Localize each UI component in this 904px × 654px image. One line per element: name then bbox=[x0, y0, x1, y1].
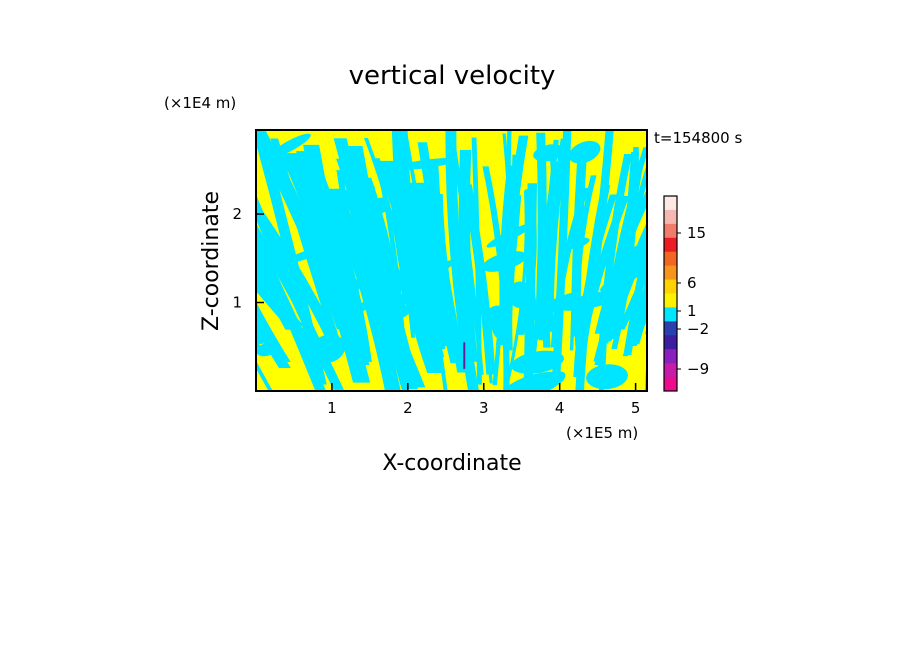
x-unit-label: (×1E5 m) bbox=[566, 424, 638, 442]
negative-velocity-blob bbox=[600, 266, 646, 292]
negative-velocity-blob bbox=[481, 251, 527, 272]
colorbar-swatch bbox=[664, 196, 677, 211]
negative-velocity-blob bbox=[285, 246, 328, 264]
negative-velocity-blob bbox=[558, 290, 628, 311]
time-label: t=154800 s bbox=[654, 129, 742, 147]
negative-velocity-band bbox=[629, 300, 647, 346]
colorbar-swatch bbox=[664, 307, 677, 322]
x-tick-label: 4 bbox=[555, 399, 565, 417]
negative-velocity-blob bbox=[520, 292, 579, 324]
negative-velocity-blob bbox=[547, 371, 566, 387]
negative-velocity-blob bbox=[562, 237, 590, 250]
plot-frame bbox=[255, 129, 648, 392]
negative-velocity-blob bbox=[370, 197, 390, 214]
negative-velocity-blob bbox=[533, 144, 565, 162]
colorbar-label: −9 bbox=[687, 360, 709, 378]
colorbar-label: −2 bbox=[687, 320, 709, 338]
x-tick-label: 5 bbox=[631, 399, 641, 417]
x-axis-title: X-coordinate bbox=[382, 451, 521, 476]
colorbar-swatch bbox=[664, 209, 677, 225]
chart-title: vertical velocity bbox=[349, 61, 556, 91]
velocity-field bbox=[256, 130, 647, 391]
negative-velocity-blob bbox=[270, 133, 311, 157]
colorbar: 15 6 1−2 −9 bbox=[663, 195, 709, 392]
negative-velocity-band bbox=[545, 138, 569, 332]
negative-velocity-band bbox=[460, 168, 493, 384]
y-unit-label: (×1E4 m) bbox=[164, 94, 236, 112]
negative-velocity-blob bbox=[511, 350, 564, 374]
negative-velocity-blob bbox=[586, 364, 628, 390]
x-axis: 1 2 3 4 5 bbox=[327, 383, 640, 417]
negative-velocity-blob bbox=[501, 371, 563, 391]
negative-velocity-blob bbox=[568, 140, 601, 164]
negative-velocity-band bbox=[402, 130, 448, 391]
negative-velocity-blob bbox=[321, 279, 362, 310]
negative-velocity-blob bbox=[486, 223, 533, 248]
negative-velocity-band bbox=[499, 165, 517, 326]
colorbar-label: 15 bbox=[687, 224, 706, 242]
colorbar-swatch bbox=[664, 349, 677, 364]
y-axis-title: Z-coordinate bbox=[199, 191, 224, 331]
colorbar-label: 1 bbox=[687, 302, 697, 320]
negative-velocity-blob bbox=[256, 342, 278, 357]
negative-velocity-blob bbox=[395, 158, 458, 170]
negative-velocity-band bbox=[363, 138, 416, 338]
negative-velocity-band bbox=[256, 231, 314, 354]
colorbar-label: 6 bbox=[687, 274, 697, 292]
colorbar-swatch bbox=[664, 237, 677, 253]
negative-velocity-band bbox=[575, 184, 611, 391]
x-tick-label: 2 bbox=[403, 399, 413, 417]
negative-velocity-band bbox=[256, 303, 274, 341]
x-tick-label: 3 bbox=[479, 399, 489, 417]
negative-velocity-blob bbox=[507, 281, 533, 309]
negative-velocity-blob bbox=[624, 244, 647, 264]
y-tick-label: 2 bbox=[232, 205, 242, 223]
negative-velocity-band bbox=[626, 249, 647, 352]
negative-velocity-blob bbox=[421, 233, 440, 253]
negative-velocity-blob bbox=[345, 294, 382, 318]
colorbar-swatch bbox=[664, 335, 677, 350]
colorbar-frame bbox=[663, 195, 678, 392]
colorbar-swatch bbox=[664, 363, 677, 378]
negative-velocity-band bbox=[391, 130, 430, 324]
x-tick-label: 1 bbox=[327, 399, 337, 417]
y-tick-label: 1 bbox=[232, 294, 242, 312]
negative-velocity-band bbox=[597, 147, 647, 370]
negative-velocity-blob bbox=[370, 303, 411, 321]
negative-velocity-band bbox=[423, 159, 454, 347]
colorbar-swatch bbox=[664, 279, 677, 294]
colorbar-swatch bbox=[664, 293, 677, 308]
colorbar-swatch bbox=[664, 265, 677, 280]
negative-velocity-blob bbox=[330, 189, 355, 213]
negative-velocity-band bbox=[369, 185, 419, 380]
negative-velocity-band bbox=[573, 194, 618, 377]
negative-velocity-band bbox=[256, 200, 345, 352]
colorbar-swatch bbox=[664, 223, 677, 239]
negative-velocity-band bbox=[449, 130, 484, 375]
extreme-velocity-streak bbox=[463, 342, 466, 369]
negative-velocity-blob bbox=[524, 330, 541, 342]
negative-velocity-blob bbox=[310, 334, 346, 364]
negative-velocity-blob bbox=[382, 293, 412, 308]
colorbar-swatch bbox=[664, 377, 677, 392]
negative-velocity-band bbox=[256, 269, 305, 327]
colorbar-swatch bbox=[664, 251, 677, 267]
negative-velocity-blob bbox=[407, 260, 455, 288]
negative-velocity-blob bbox=[485, 305, 511, 332]
y-axis: 12 bbox=[232, 205, 264, 312]
colorbar-swatch bbox=[664, 321, 677, 336]
negative-velocity-band bbox=[445, 130, 480, 391]
